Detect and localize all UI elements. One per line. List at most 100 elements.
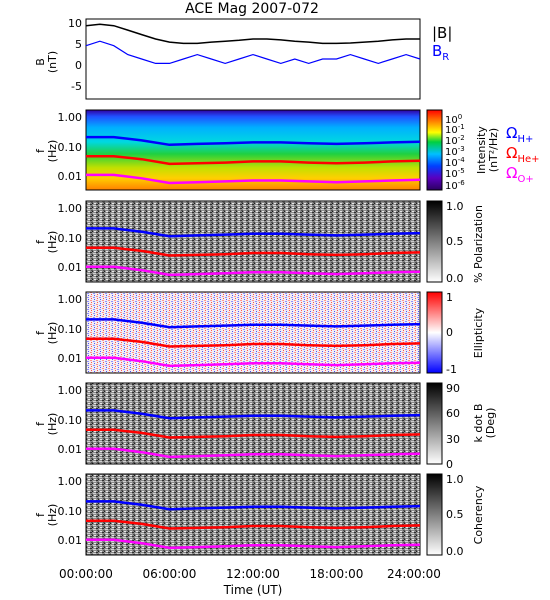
omega-he-line-panel1 [86, 154, 421, 166]
legend-omega-h: ΩH+ [506, 124, 533, 145]
legend-omega-o: ΩO+ [506, 164, 534, 185]
legend-br-subscript: R [442, 52, 449, 63]
freq-tick-01-p3: 0.10 [58, 323, 83, 336]
b-panel-frame [85, 18, 421, 100]
b-tick-5: 5 [75, 38, 82, 51]
kdotb-spectrogram [85, 382, 421, 465]
cb4-tick-0: 90 [446, 382, 460, 395]
omega-h-line-panel5 [86, 500, 421, 511]
freq-tick-01-p1: 0.10 [58, 141, 83, 154]
cb4-tick-2: 30 [446, 433, 460, 446]
cb1-tick-0: 100 [445, 113, 462, 126]
coherency-panel [85, 473, 421, 556]
ellipticity-colorbar [426, 291, 443, 374]
cb1-tick-2: 10-2 [445, 134, 465, 147]
omega-h-line-panel2 [86, 227, 421, 238]
cb2-tick-2: 0.0 [446, 272, 464, 285]
freq-tick-01-p4: 0.10 [58, 414, 83, 427]
polarization-spectrogram [85, 200, 421, 283]
time-tick-18: 18:00:00 [310, 567, 364, 581]
freq-tick-001-p5: 0.01 [58, 534, 83, 547]
cb3-tick-1: 0 [446, 326, 453, 339]
polarization-panel [85, 200, 421, 283]
coherency-spectrogram [85, 473, 421, 556]
kdotb-colorbar [426, 382, 443, 465]
cb4-unit: (Deg) [484, 408, 497, 439]
omega-h-line-panel3 [86, 318, 421, 329]
omega-he-line-panel3 [86, 337, 421, 348]
freq-tick-001-p3: 0.01 [58, 352, 83, 365]
cb3-label: Ellipticity [472, 307, 485, 358]
omega-he-line-panel5 [86, 519, 421, 530]
cb3-tick-2: -1 [446, 363, 457, 376]
coherency-colorbar [426, 473, 443, 556]
omega-h-line-panel4 [86, 409, 421, 420]
omega-o-line-panel3 [86, 356, 421, 368]
cb5-tick-0: 1.0 [446, 473, 464, 486]
freq-tick-1-p5: 1.00 [58, 475, 83, 488]
ellipticity-spectrogram [85, 291, 421, 374]
omega-o-line-panel5 [86, 538, 421, 550]
cb5-label: Coherency [472, 485, 485, 544]
ellipticity-panel [85, 291, 421, 374]
legend-b-magnitude: |B| [432, 24, 452, 42]
freq-unit-p1: (Hz) [46, 140, 59, 163]
b-axis-label: B [34, 58, 47, 66]
omega-o-line-panel1 [86, 173, 421, 185]
x-axis-label: Time (UT) [223, 583, 283, 597]
b-magnitude-line [85, 23, 420, 45]
freq-label-p2: f [34, 239, 47, 244]
freq-unit-p4: (Hz) [46, 413, 59, 436]
cb5-tick-2: 0.0 [446, 545, 464, 558]
freq-tick-1-p1: 1.00 [58, 111, 83, 124]
omega-he-line-panel2 [86, 246, 421, 257]
cb1-tick-5: 10-5 [445, 167, 465, 180]
cb1-label: Intensity [475, 126, 488, 174]
cb5-tick-1: 0.5 [446, 508, 464, 521]
omega-o-line-panel2 [86, 265, 421, 277]
b-tick-minus5: -5 [71, 80, 82, 93]
time-tick-6: 06:00:00 [143, 567, 197, 581]
freq-tick-1-p4: 1.00 [58, 384, 83, 397]
legend-omega-he: ΩHe+ [506, 144, 540, 165]
cb4-label: k dot B [472, 404, 485, 443]
cb2-label: % Polarization [472, 205, 485, 283]
freq-tick-01-p2: 0.10 [58, 232, 83, 245]
br-line [85, 40, 421, 65]
freq-tick-001-p4: 0.01 [58, 443, 83, 456]
freq-label-p3: f [34, 330, 47, 335]
b-tick-0: 0 [75, 59, 82, 72]
cb3-tick-0: 1 [446, 291, 453, 304]
cb2-tick-0: 1.0 [446, 200, 464, 213]
figure-title: ACE Mag 2007-072 [185, 1, 319, 17]
freq-axes: 1.00 0.10 0.01 f (Hz) 1.00 0.10 0.01 f (… [34, 111, 82, 547]
freq-tick-1-p3: 1.00 [58, 293, 83, 306]
freq-unit-p2: (Hz) [46, 231, 59, 254]
cb1-tick-3: 10-3 [445, 145, 465, 158]
time-axis: 00:00:00 06:00:00 12:00:00 18:00:00 24:0… [59, 567, 441, 597]
cb1-tick-4: 10-4 [445, 156, 465, 169]
freq-tick-001-p2: 0.01 [58, 261, 83, 274]
intensity-colorbar [426, 109, 443, 191]
freq-label-p4: f [34, 421, 47, 426]
freq-unit-p3: (Hz) [46, 322, 59, 345]
intensity-panel [85, 109, 421, 191]
omega-he-line-panel4 [86, 428, 421, 439]
colorbars: 100 10-1 10-2 10-3 10-4 10-5 10-6 Intens… [426, 109, 540, 558]
cb2-tick-1: 0.5 [446, 235, 464, 248]
polarization-colorbar [426, 200, 443, 283]
b-axis-unit: (nT) [46, 51, 59, 73]
b-tick-10: 10 [68, 17, 82, 30]
freq-unit-p5: (Hz) [46, 504, 59, 527]
intensity-spectrogram [85, 109, 421, 191]
cb4-tick-3: 0 [446, 458, 453, 471]
cb1-tick-1: 10-1 [445, 123, 465, 136]
freq-tick-01-p5: 0.10 [58, 505, 83, 518]
cb4-tick-1: 60 [446, 407, 460, 420]
time-tick-0: 00:00:00 [59, 567, 113, 581]
kdotb-panel [85, 382, 421, 465]
freq-label-p5: f [34, 512, 47, 517]
omega-h-line-panel1 [86, 135, 421, 147]
cb1-tick-6: 10-6 [445, 179, 465, 192]
